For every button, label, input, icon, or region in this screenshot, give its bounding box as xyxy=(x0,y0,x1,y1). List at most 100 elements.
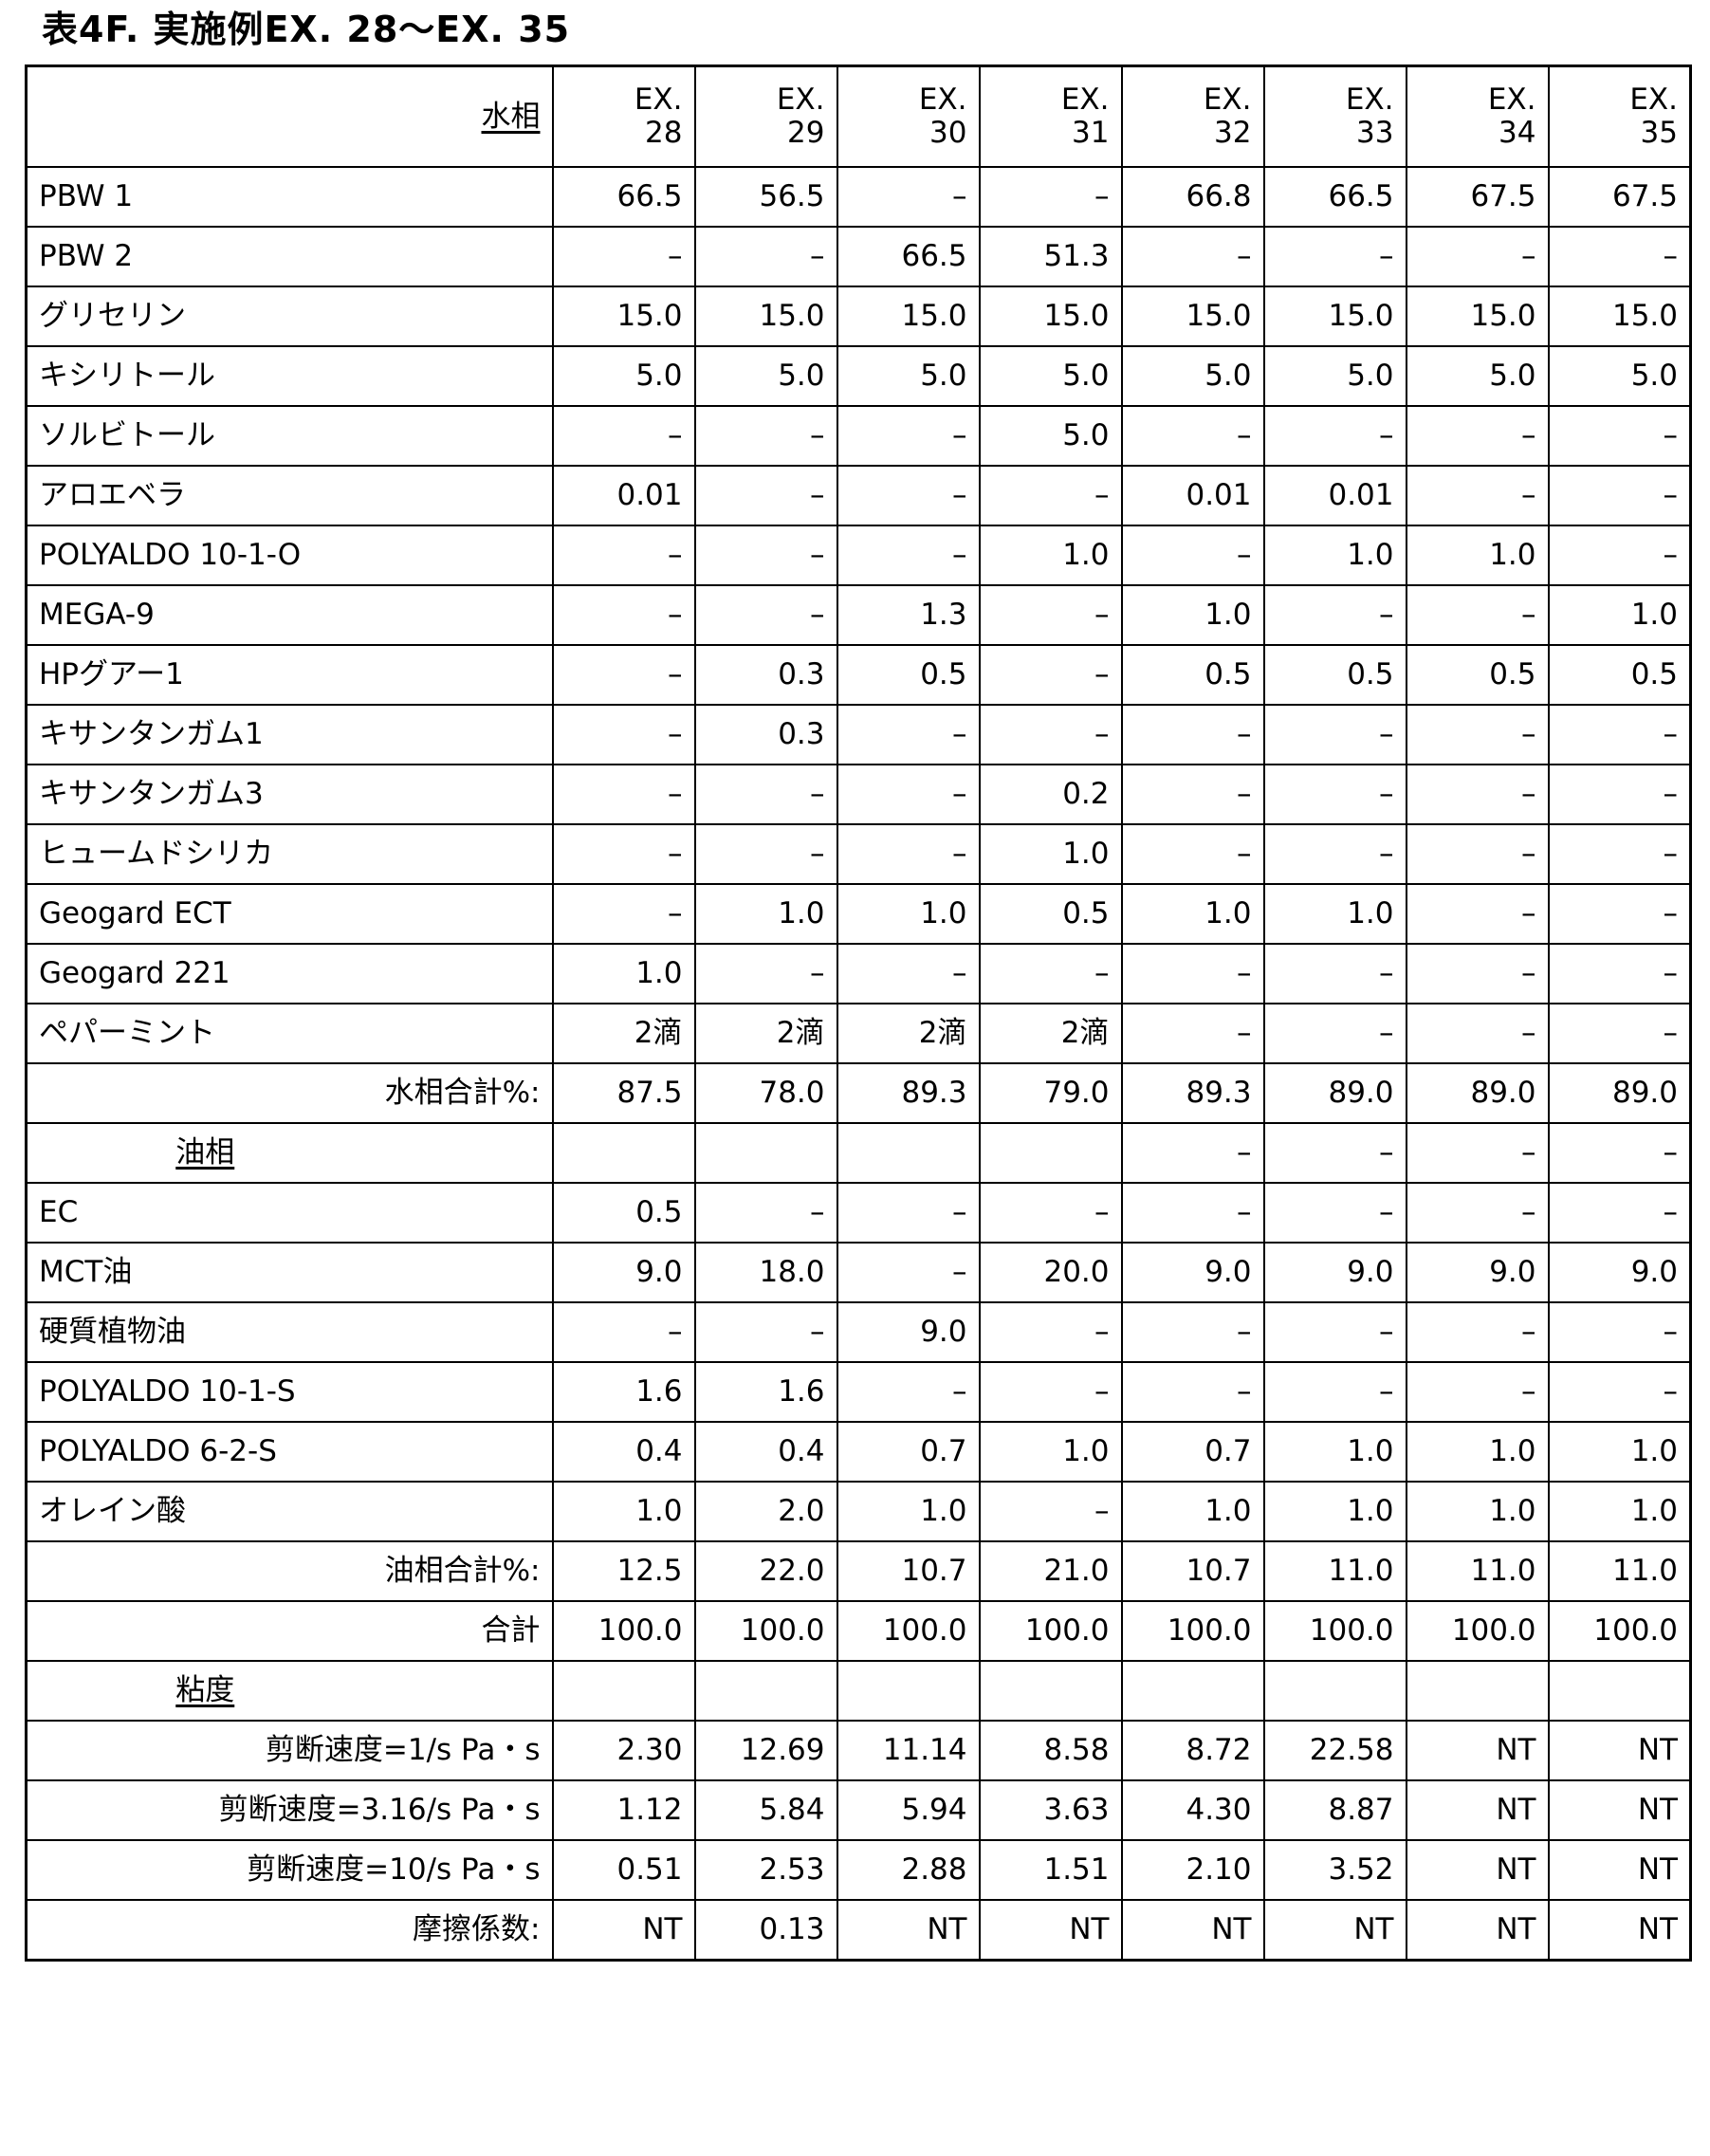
row-label: 油相合計%: xyxy=(385,1554,541,1588)
data-cell: – xyxy=(553,406,695,466)
data-cell: 1.51 xyxy=(980,1840,1122,1900)
data-cell: – xyxy=(1407,1004,1549,1063)
cell-value: 67.5 xyxy=(1612,179,1678,213)
data-cell: 11.14 xyxy=(837,1721,980,1780)
cell-value: – xyxy=(1664,538,1679,572)
data-cell: 89.3 xyxy=(837,1063,980,1123)
cell-value: 5.94 xyxy=(901,1793,966,1827)
cell-value: – xyxy=(1521,1135,1536,1170)
cell-value: 5.0 xyxy=(1489,359,1535,393)
cell-value: 89.3 xyxy=(901,1076,966,1110)
data-cell: 1.0 xyxy=(695,884,837,944)
data-cell: 1.0 xyxy=(980,1422,1122,1482)
data-cell: – xyxy=(980,466,1122,525)
cell-value: 21.0 xyxy=(1043,1554,1109,1588)
data-cell: 22.0 xyxy=(695,1541,837,1601)
cell-value: 67.5 xyxy=(1470,179,1535,213)
cell-value: – xyxy=(668,239,683,273)
table-row: 油相合計%:12.522.010.721.010.711.011.011.0 xyxy=(27,1541,1691,1601)
cell-value: 2.0 xyxy=(778,1494,824,1528)
cell-value: 89.3 xyxy=(1186,1076,1251,1110)
table-row: グリセリン15.015.015.015.015.015.015.015.0 xyxy=(27,286,1691,346)
water-phase-label: 水相 xyxy=(482,100,541,134)
data-cell: 4.30 xyxy=(1122,1780,1264,1840)
data-cell xyxy=(1407,1661,1549,1721)
column-header-prefix: EX. xyxy=(634,83,683,117)
data-cell: – xyxy=(1549,1004,1691,1063)
data-cell: – xyxy=(553,1302,695,1362)
cell-value: 0.4 xyxy=(778,1434,824,1468)
row-label-cell: MCT油 xyxy=(27,1243,553,1302)
cell-value: – xyxy=(952,717,967,751)
cell-value: – xyxy=(1379,837,1394,871)
row-label: キシリトール xyxy=(39,359,215,393)
cell-value: – xyxy=(810,418,825,452)
data-cell: NT xyxy=(1549,1840,1691,1900)
cell-value: NT xyxy=(642,1912,682,1946)
column-header-number: 34 xyxy=(1499,117,1535,150)
column-header-number: 28 xyxy=(645,117,682,150)
row-label: 剪断速度=10/s Pa・s xyxy=(247,1852,540,1887)
data-cell: – xyxy=(1407,1302,1549,1362)
cell-value: – xyxy=(952,777,967,811)
table-row: Geogard 2211.0––––––– xyxy=(27,944,1691,1004)
data-cell: 1.0 xyxy=(1122,1482,1264,1541)
cell-value: 2.53 xyxy=(759,1852,824,1887)
cell-value: – xyxy=(1237,239,1252,273)
data-cell: 18.0 xyxy=(695,1243,837,1302)
data-cell: – xyxy=(1407,944,1549,1004)
column-header-prefix: EX. xyxy=(1488,83,1536,117)
cell-value: 20.0 xyxy=(1043,1255,1109,1289)
cell-value: – xyxy=(1664,239,1679,273)
data-cell: – xyxy=(695,1302,837,1362)
column-header-prefix: EX. xyxy=(1061,83,1110,117)
row-label-cell: 合計 xyxy=(27,1601,553,1661)
data-cell: 100.0 xyxy=(1264,1601,1407,1661)
data-cell: 78.0 xyxy=(695,1063,837,1123)
cell-value: – xyxy=(668,837,683,871)
data-cell: – xyxy=(837,1183,980,1243)
cell-value: – xyxy=(1521,777,1536,811)
data-cell: 1.0 xyxy=(1264,525,1407,585)
cell-value: 5.0 xyxy=(1631,359,1678,393)
data-cell: 87.5 xyxy=(553,1063,695,1123)
cell-value: NT xyxy=(1496,1852,1535,1887)
data-cell: 3.52 xyxy=(1264,1840,1407,1900)
data-cell xyxy=(980,1661,1122,1721)
data-cell: – xyxy=(1549,1123,1691,1183)
row-label: PBW 1 xyxy=(39,179,133,213)
cell-value: 5.0 xyxy=(778,359,824,393)
data-cell: – xyxy=(1407,1123,1549,1183)
cell-value: – xyxy=(1664,1016,1679,1050)
data-cell: 89.0 xyxy=(1407,1063,1549,1123)
cell-value: 1.0 xyxy=(920,896,966,931)
data-cell: – xyxy=(1122,1004,1264,1063)
row-label-cell: EC xyxy=(27,1183,553,1243)
data-cell: – xyxy=(1122,525,1264,585)
cell-value: 1.0 xyxy=(1489,1434,1535,1468)
cell-value: – xyxy=(1664,837,1679,871)
cell-value: 1.6 xyxy=(778,1374,824,1409)
cell-value: – xyxy=(952,956,967,990)
data-cell: – xyxy=(1549,765,1691,824)
cell-value: NT xyxy=(1353,1912,1393,1946)
cell-value: – xyxy=(1379,239,1394,273)
data-cell: – xyxy=(1122,1123,1264,1183)
data-cell: – xyxy=(1407,406,1549,466)
cell-value: 15.0 xyxy=(1328,299,1393,333)
cell-value: 3.63 xyxy=(1043,1793,1109,1827)
data-cell: 0.5 xyxy=(1264,645,1407,705)
data-cell: – xyxy=(980,1302,1122,1362)
cell-value: 89.0 xyxy=(1470,1076,1535,1110)
table-row: 剪断速度=10/s Pa・s0.512.532.881.512.103.52NT… xyxy=(27,1840,1691,1900)
data-cell: 89.0 xyxy=(1549,1063,1691,1123)
cell-value: – xyxy=(1664,1195,1679,1229)
cell-value: – xyxy=(952,538,967,572)
cell-value: – xyxy=(1379,598,1394,632)
data-cell: – xyxy=(980,1482,1122,1541)
data-cell: – xyxy=(837,406,980,466)
cell-value: – xyxy=(952,478,967,512)
row-label-cell: アロエベラ xyxy=(27,466,553,525)
cell-value: 1.0 xyxy=(1347,538,1393,572)
data-cell: – xyxy=(837,1243,980,1302)
